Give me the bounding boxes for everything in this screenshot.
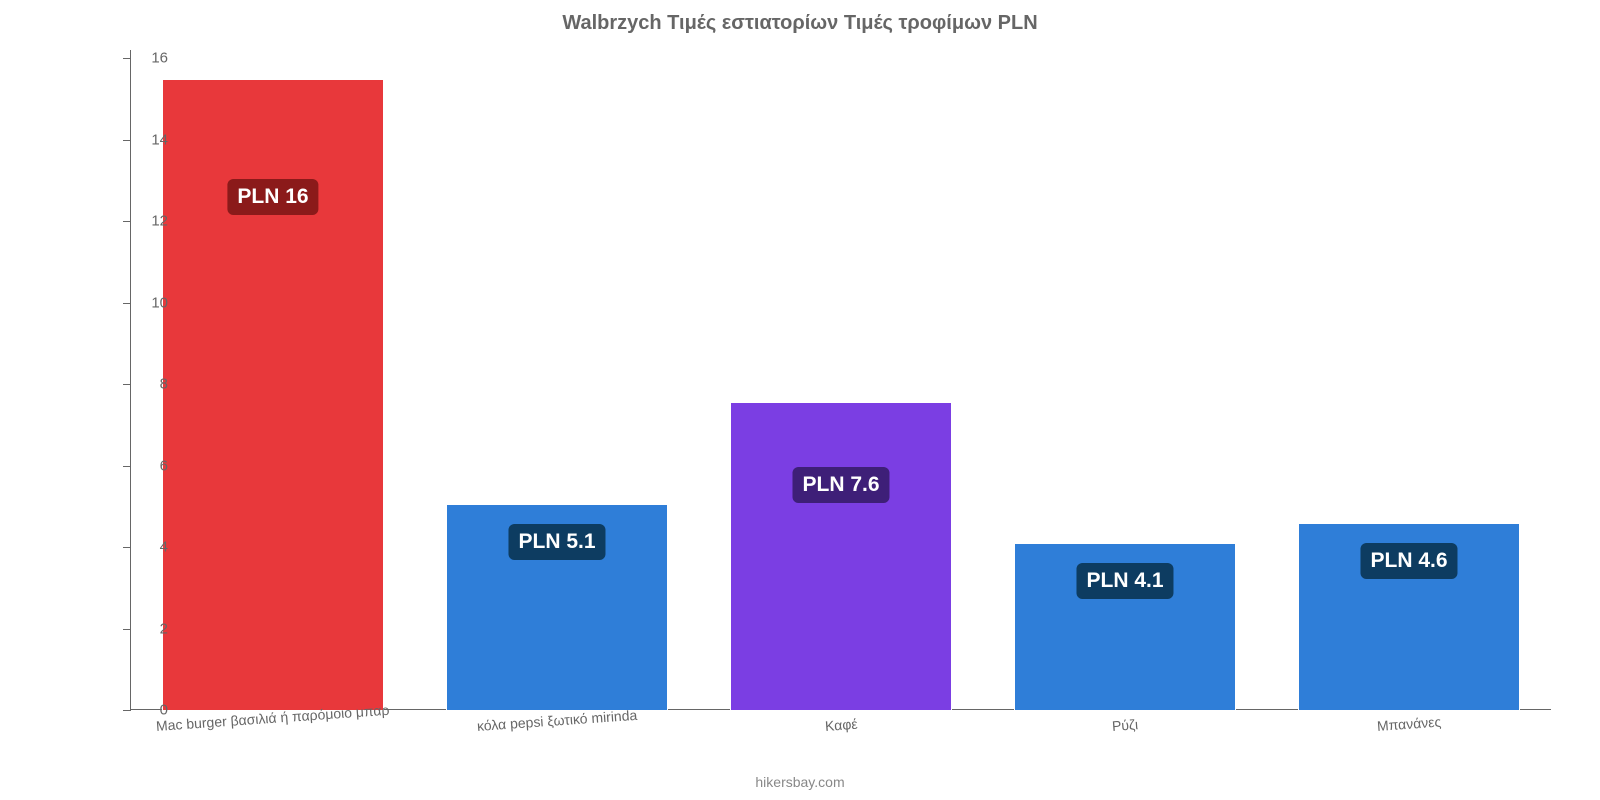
x-axis-label: Μπανάνες bbox=[1376, 714, 1441, 734]
value-badge: PLN 4.6 bbox=[1360, 543, 1457, 579]
y-tick-label: 6 bbox=[118, 457, 168, 474]
y-tick-label: 4 bbox=[118, 539, 168, 556]
y-tick-label: 14 bbox=[118, 131, 168, 148]
value-badge: PLN 7.6 bbox=[792, 467, 889, 503]
x-axis-label: κόλα pepsi ξωτικό mirinda bbox=[476, 707, 637, 734]
value-badge: PLN 4.1 bbox=[1076, 563, 1173, 599]
x-axis-label: Ρύζι bbox=[1111, 716, 1138, 734]
chart-title: Walbrzych Τιμές εστιατορίων Τιμές τροφίμ… bbox=[0, 0, 1600, 35]
value-badge: PLN 16 bbox=[227, 179, 318, 215]
value-badge: PLN 5.1 bbox=[508, 524, 605, 560]
bar bbox=[162, 79, 384, 710]
y-tick-label: 12 bbox=[118, 213, 168, 230]
plot-area: PLN 16Mac burger βασιλιά ή παρόμοιο μπαρ… bbox=[130, 50, 1550, 710]
y-tick-label: 2 bbox=[118, 620, 168, 637]
bar bbox=[730, 402, 952, 710]
y-tick-label: 8 bbox=[118, 376, 168, 393]
y-tick-label: 10 bbox=[118, 294, 168, 311]
attribution: hikersbay.com bbox=[755, 774, 844, 790]
y-tick-label: 16 bbox=[118, 50, 168, 67]
x-axis-label: Καφέ bbox=[824, 716, 858, 734]
chart-plot-area: PLN 16Mac burger βασιλιά ή παρόμοιο μπαρ… bbox=[130, 50, 1550, 710]
y-tick-label: 0 bbox=[118, 702, 168, 719]
